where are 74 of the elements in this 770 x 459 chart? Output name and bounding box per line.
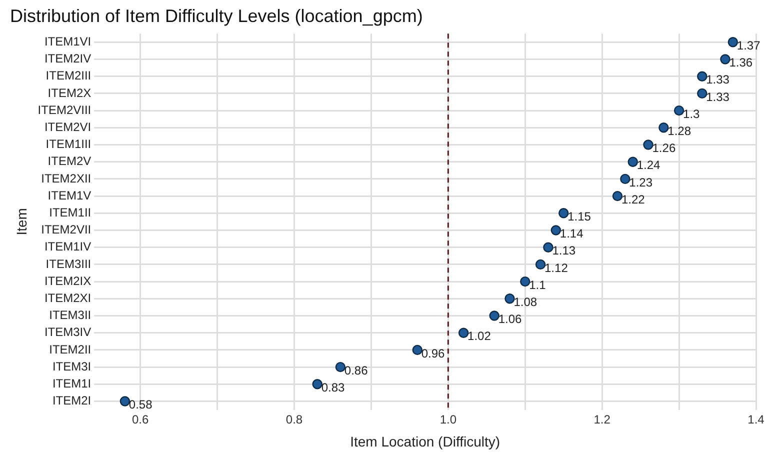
- y-axis-title: Item: [13, 208, 30, 236]
- point: [458, 328, 469, 338]
- data-label: 0.96: [421, 346, 446, 360]
- point: [658, 122, 669, 133]
- data-label: 1.12: [544, 260, 568, 275]
- y-tick-label: ITEM2IX: [44, 274, 92, 288]
- x-tick-label: 0.6: [132, 412, 149, 426]
- point: [543, 242, 554, 252]
- y-tick-label: ITEM3IV: [44, 325, 92, 340]
- point: [628, 156, 638, 167]
- point: [697, 71, 708, 82]
- y-tick-label: ITEM2VI: [44, 120, 92, 134]
- y-tick-label: ITEM2IV: [44, 52, 92, 66]
- y-tick-label: ITEM2III: [46, 68, 92, 83]
- y-tick-label: ITEM3I: [52, 359, 92, 374]
- data-label: 1.22: [621, 192, 646, 206]
- point: [120, 396, 130, 406]
- point: [728, 37, 738, 48]
- data-label: 1.36: [729, 56, 753, 70]
- y-tick-label: ITEM2VIII: [38, 102, 92, 117]
- y-tick-label: ITEM2II: [49, 342, 92, 356]
- data-label: 1.13: [552, 244, 576, 258]
- y-tick-label: ITEM1V: [48, 188, 92, 202]
- x-tick-label: 0.8: [286, 412, 303, 426]
- data-label: 1.24: [636, 158, 661, 172]
- point: [558, 208, 569, 218]
- y-tick-label: ITEM2I: [52, 394, 92, 408]
- y-tick-label: ITEM2X: [48, 86, 92, 100]
- data-label: 1.26: [652, 141, 676, 156]
- data-label: 1.3: [683, 106, 700, 121]
- data-label: 1.06: [498, 312, 522, 326]
- x-tick-label: 1.2: [594, 412, 611, 426]
- y-tick-label: ITEM1I: [52, 376, 92, 390]
- data-label: 0.83: [321, 380, 346, 394]
- data-label: 1.02: [468, 329, 492, 344]
- data-label: 1.1: [529, 278, 546, 292]
- point: [697, 88, 708, 99]
- x-tick-label: 1.0: [440, 412, 457, 426]
- x-axis-title: Item Location (Difficulty): [350, 433, 500, 450]
- y-tick-label: ITEM2XII: [41, 171, 92, 186]
- point: [312, 379, 322, 390]
- y-tick-label: ITEM1IV: [44, 240, 92, 254]
- y-tick-label: ITEM1III: [46, 137, 92, 152]
- y-tick-label: ITEM3III: [46, 256, 92, 271]
- data-label: 1.28: [668, 124, 692, 138]
- data-label: 1.33: [706, 72, 730, 87]
- point: [720, 54, 730, 64]
- chart-title: Distribution of Item Difficulty Levels (location_gpcm): [10, 6, 423, 26]
- y-tick-label: ITEM3II: [49, 308, 92, 322]
- data-label: 0.58: [128, 398, 153, 412]
- point: [535, 259, 546, 270]
- point: [520, 276, 530, 287]
- point: [643, 140, 654, 150]
- point: [620, 174, 630, 184]
- data-label: 1.08: [514, 294, 538, 309]
- point: [412, 344, 422, 356]
- y-tick-label: ITEM2VII: [41, 222, 92, 237]
- x-tick-label: 1.4: [748, 412, 765, 426]
- point: [489, 310, 500, 321]
- data-label: 1.15: [568, 209, 592, 224]
- point: [674, 105, 684, 116]
- data-label: 0.86: [344, 363, 368, 378]
- point: [504, 294, 515, 304]
- y-tick-label: ITEM2XI: [44, 290, 92, 305]
- point: [612, 190, 623, 202]
- data-label: 1.14: [560, 226, 584, 241]
- y-tick-label: ITEM2V: [48, 154, 92, 168]
- data-label: 1.23: [629, 175, 653, 190]
- point: [550, 225, 562, 236]
- data-label: 1.33: [706, 90, 730, 104]
- point: [335, 362, 346, 372]
- data-label: 1.37: [736, 38, 761, 52]
- y-tick-label: ITEM1II: [49, 205, 92, 220]
- y-tick-label: ITEM1VI: [44, 34, 92, 48]
